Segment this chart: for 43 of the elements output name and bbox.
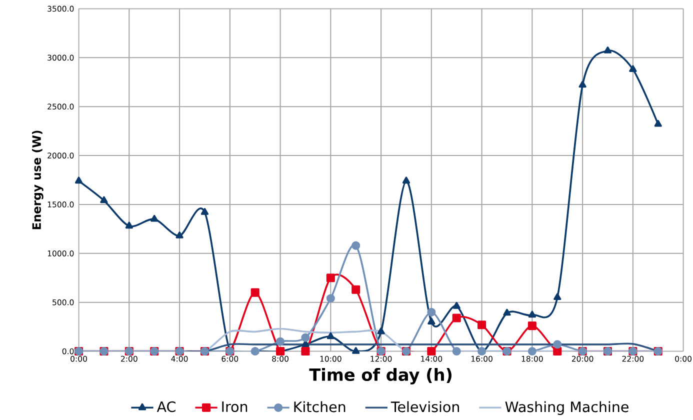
point	[352, 285, 360, 294]
point	[452, 314, 461, 322]
point	[503, 308, 511, 316]
point	[452, 346, 461, 356]
point	[578, 80, 586, 88]
point	[125, 222, 133, 229]
point	[326, 274, 335, 282]
point	[250, 288, 260, 297]
point	[427, 308, 436, 316]
point	[478, 320, 486, 330]
point	[402, 176, 410, 184]
point	[427, 346, 436, 356]
point	[553, 340, 562, 349]
legend-label: Television	[390, 401, 459, 412]
point	[528, 310, 536, 318]
point	[326, 294, 335, 303]
point	[74, 176, 83, 184]
point	[326, 332, 334, 340]
legend-label: Washing Machine	[505, 401, 628, 415]
y-axis-title: Energy use (W)	[32, 130, 44, 230]
point	[352, 346, 360, 354]
point	[528, 321, 536, 330]
point	[654, 120, 662, 127]
legend-label: Kitchen	[294, 401, 346, 412]
point	[604, 46, 612, 54]
point	[276, 337, 285, 346]
point	[301, 346, 310, 356]
point	[428, 318, 436, 324]
point	[553, 346, 562, 356]
point	[352, 241, 360, 250]
point	[377, 327, 385, 334]
legend-label: Iron	[222, 401, 248, 412]
point	[150, 214, 158, 222]
x-axis-title: Time of day (h)	[309, 368, 452, 384]
point	[629, 65, 637, 72]
point	[176, 231, 184, 238]
point	[528, 346, 536, 356]
point	[554, 293, 562, 300]
point	[100, 196, 108, 204]
legend-label: AC	[156, 401, 176, 412]
point	[452, 302, 460, 309]
point	[200, 208, 209, 215]
point	[301, 333, 310, 342]
